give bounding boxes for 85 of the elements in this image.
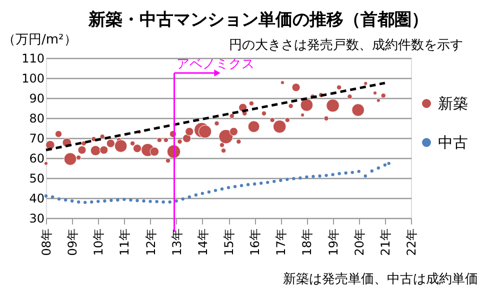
x-tick-label: 21年 <box>378 228 392 256</box>
point <box>50 195 54 199</box>
chart-title: 新築・中古マンション単価の推移（首都圏） <box>88 10 428 30</box>
point <box>272 180 276 183</box>
point <box>364 174 367 178</box>
point <box>181 197 184 201</box>
legend-label: 中古 <box>438 134 468 152</box>
point <box>142 199 146 203</box>
point <box>298 176 302 180</box>
point <box>116 198 120 202</box>
point <box>252 182 256 186</box>
point <box>383 163 387 167</box>
point <box>96 200 100 203</box>
x-tick-label: 13年 <box>170 228 184 256</box>
text: 円の大きさは発売戸数、成約件数を示す <box>229 38 463 53</box>
point <box>136 199 139 202</box>
point <box>188 195 191 199</box>
y-tick-label: 50 <box>29 172 44 186</box>
x-tick-label: 14年 <box>196 228 210 256</box>
point <box>331 173 334 176</box>
point <box>103 199 106 203</box>
point <box>338 172 341 176</box>
x-tick-label: 12年 <box>144 228 158 256</box>
y-axis-title: （万円/m²） <box>2 32 77 48</box>
y-tick-label: 30 <box>29 212 44 226</box>
point <box>214 188 218 192</box>
point <box>200 192 204 195</box>
point <box>44 194 48 198</box>
point <box>305 175 308 179</box>
y-tick-label: 80 <box>29 112 44 126</box>
text: 新築は発売単価、中古は成約単価 <box>283 272 478 287</box>
point <box>246 183 250 186</box>
y-tick-label: 90 <box>29 92 44 106</box>
point <box>77 200 80 204</box>
x-tick-label: 08年 <box>40 228 54 256</box>
point <box>324 174 328 177</box>
point <box>286 178 289 181</box>
point <box>148 200 152 203</box>
x-tick-label: 15年 <box>222 228 236 256</box>
point <box>350 170 354 174</box>
point <box>90 200 94 204</box>
point <box>194 193 198 197</box>
point <box>207 190 211 194</box>
point <box>57 197 61 201</box>
point <box>370 169 374 173</box>
point <box>279 178 282 182</box>
y-tick-label: 40 <box>29 192 44 206</box>
point <box>344 171 348 175</box>
point <box>260 182 263 185</box>
point <box>174 199 178 203</box>
point <box>84 200 87 204</box>
x-tick-label: 17年 <box>274 228 288 256</box>
point <box>292 177 296 180</box>
point <box>122 198 126 201</box>
x-tick-label: 22年 <box>404 228 418 256</box>
point <box>357 170 360 173</box>
point <box>376 166 380 170</box>
point <box>155 200 158 204</box>
x-tick-label: 16年 <box>248 228 262 256</box>
x-tick-label: 19年 <box>326 228 340 256</box>
x-tick-label: 11年 <box>118 228 132 256</box>
point <box>233 185 237 188</box>
point <box>387 162 390 165</box>
x-tick-label: 18年 <box>300 228 314 256</box>
point <box>266 180 270 184</box>
x-tick-label: 10年 <box>92 228 106 256</box>
x-tick-label: 20年 <box>352 228 366 256</box>
point <box>226 186 230 190</box>
point <box>64 198 68 202</box>
point <box>240 184 244 188</box>
x-tick-label: 09年 <box>66 228 80 256</box>
point <box>312 174 315 178</box>
y-tick-label: 110 <box>22 52 44 66</box>
point <box>168 200 172 204</box>
ref-line-label: アベノミクス <box>176 57 254 72</box>
point <box>162 200 165 204</box>
legend-label: 新築 <box>438 94 468 112</box>
point <box>110 198 113 202</box>
point <box>318 174 322 178</box>
y-tick-label: 100 <box>22 72 44 86</box>
point <box>220 187 224 191</box>
y-tick-label: 60 <box>29 152 44 166</box>
point <box>129 198 132 202</box>
point <box>70 199 74 203</box>
y-tick-label: 70 <box>29 132 44 146</box>
